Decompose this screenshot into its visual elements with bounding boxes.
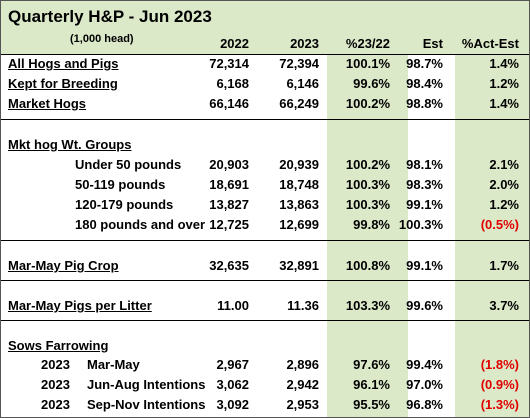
table-cell: 18,691: [209, 177, 249, 192]
table-cell: 100.2%: [345, 96, 390, 111]
page-title: Quarterly H&P - Jun 2023: [8, 7, 212, 26]
column-header-est: Est: [422, 36, 443, 51]
row-label: Mkt hog Wt. Groups: [8, 137, 132, 152]
table-cell: 99.1%: [406, 197, 443, 212]
table-cell: 96.8%: [406, 397, 443, 412]
section-divider: [1, 320, 529, 321]
row-label: All Hogs and Pigs: [8, 56, 119, 71]
row-label: Kept for Breeding: [8, 76, 118, 91]
table-cell: 20,903: [209, 157, 249, 172]
table-cell: 18,748: [279, 177, 319, 192]
row-year: 2023: [41, 377, 70, 392]
row-year: 2023: [41, 357, 70, 372]
table-cell: 72,314: [209, 56, 249, 71]
table-cell: (0.5%): [480, 217, 519, 232]
act-est-column-band: [455, 1, 529, 417]
section-divider: [1, 119, 529, 120]
table-cell: 98.8%: [406, 96, 443, 111]
table-cell: 100.3%: [345, 197, 390, 212]
row-label: Under 50 pounds: [75, 157, 182, 172]
table-cell: 2.1%: [489, 157, 519, 172]
table-cell: 2.0%: [489, 177, 519, 192]
table-cell: 3,092: [216, 397, 249, 412]
table-cell: 6,168: [216, 76, 249, 91]
table-cell: 11.36: [287, 298, 319, 313]
table-cell: 13,827: [209, 197, 249, 212]
table-cell: 20,939: [279, 157, 319, 172]
table-cell: 99.1%: [406, 258, 443, 273]
header-band: [1, 1, 529, 54]
table-cell: 99.6%: [406, 298, 443, 313]
pct-change-column-band: [327, 1, 408, 417]
table-cell: 100.8%: [345, 258, 390, 273]
table-cell: 1.4%: [489, 56, 519, 71]
table-cell: 32,891: [279, 258, 319, 273]
table-cell: 100.1%: [345, 56, 390, 71]
table-cell: 99.4%: [406, 357, 443, 372]
table-cell: 12,699: [279, 217, 319, 232]
section-divider: [1, 280, 529, 281]
table-cell: 13,863: [279, 197, 319, 212]
column-header-pct-23-22: %23/22: [345, 36, 390, 51]
row-label: Mar-May: [87, 357, 140, 372]
table-cell: 96.1%: [353, 377, 390, 392]
table-cell: (0.9%): [480, 377, 519, 392]
table-cell: 100.2%: [345, 157, 390, 172]
table-cell: 100.3%: [345, 177, 390, 192]
table-cell: (1.3%): [480, 397, 519, 412]
row-label: Mar-May Pigs per Litter: [8, 298, 152, 313]
table-cell: 97.0%: [406, 377, 443, 392]
row-label: 50-119 pounds: [75, 177, 166, 192]
row-label: Market Hogs: [8, 96, 87, 111]
table-cell: 2,896: [286, 357, 319, 372]
row-year: 2023: [41, 397, 70, 412]
table-cell: 12,725: [209, 217, 249, 232]
row-label: 120-179 pounds: [75, 197, 174, 212]
table-cell: 1.7%: [489, 258, 519, 273]
table-cell: 72,394: [279, 56, 319, 71]
table-cell: 32,635: [209, 258, 249, 273]
table-cell: 2,953: [286, 397, 319, 412]
row-label: 180 pounds and over: [75, 217, 206, 232]
row-label: Jun-Aug Intentions: [87, 377, 206, 392]
table-cell: 1.4%: [489, 96, 519, 111]
table-cell: 97.6%: [353, 357, 390, 372]
table-cell: 98.4%: [406, 76, 443, 91]
table-cell: 1.2%: [489, 76, 519, 91]
table-cell: 99.6%: [353, 76, 390, 91]
table-cell: 99.8%: [353, 217, 390, 232]
table-cell: 3.7%: [489, 298, 519, 313]
table-cell: 95.5%: [353, 397, 390, 412]
section-divider: [1, 240, 529, 241]
table-cell: 98.7%: [406, 56, 443, 71]
header-divider: [1, 54, 529, 55]
table-cell: 98.1%: [406, 157, 443, 172]
table-cell: 103.3%: [345, 298, 390, 313]
table-cell: 66,146: [209, 96, 249, 111]
table-cell: 100.3%: [398, 217, 443, 232]
row-label: Mar-May Pig Crop: [8, 258, 119, 273]
table-cell: 66,249: [279, 96, 319, 111]
table-cell: 2,942: [286, 377, 319, 392]
row-label: Sows Farrowing: [8, 338, 109, 353]
table-cell: (1.8%): [480, 357, 519, 372]
table-cell: 1.2%: [489, 197, 519, 212]
page-subtitle: (1,000 head): [70, 33, 134, 45]
column-header-2022: 2022: [220, 36, 249, 51]
column-header-act-est: %Act-Est: [461, 36, 519, 51]
column-header-2023: 2023: [290, 36, 319, 51]
table-cell: 98.3%: [406, 177, 443, 192]
table-cell: 11.00: [217, 298, 249, 313]
row-label: Sep-Nov Intentions: [87, 397, 206, 412]
table-cell: 6,146: [286, 76, 319, 91]
table-cell: 3,062: [216, 377, 249, 392]
table-cell: 2,967: [216, 357, 249, 372]
